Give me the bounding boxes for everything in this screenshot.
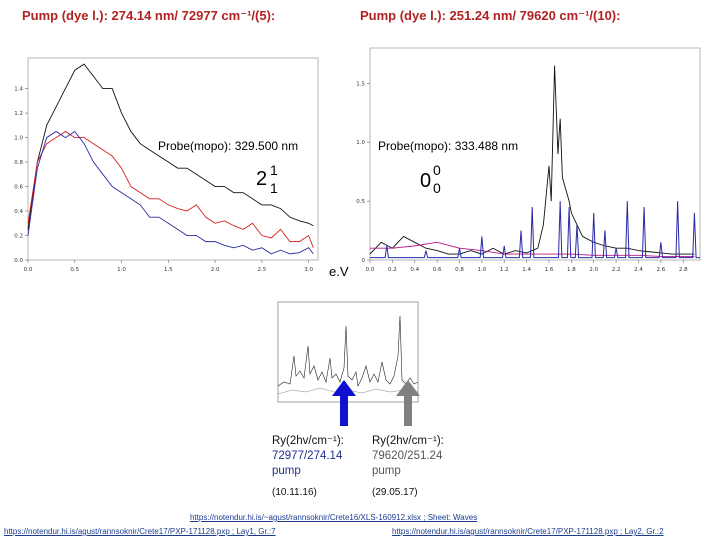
left-caption: Ry(2hv/cm⁻¹): 72977/274.14 pump (10.11.1… [272,434,367,500]
right-x-tick-label: 2.4 [634,267,643,273]
source-link-bottom-right[interactable]: https://notendur.hi.is/agust/rannsoknir/… [392,527,664,536]
right-x-tick-label: 0.6 [433,267,442,273]
right-y-tick-label: 0 [362,258,366,264]
left-plot-frame [27,57,319,261]
right-x-tick-label: 2.8 [679,267,688,273]
blue-arrow [332,380,356,426]
right-y-tick-label: 1.0 [356,140,365,146]
left-state-main: 2 [256,168,268,190]
left-x-tick-label: 3.0 [304,267,313,273]
thumbnail-trace-black [277,315,419,387]
left-caption-text: Ry(2hv/cm⁻¹): [272,435,344,447]
right-caption-text: Ry(2hv/cm⁻¹): [372,435,444,447]
right-x-tick-label: 1.2 [500,267,509,273]
left-x-tick-label: 2.0 [211,267,220,273]
left-caption-date: (10.11.16) [272,487,317,498]
left-probe-label: Probe(mopo): 329.500 nm [158,139,299,153]
left-y-tick-label: 1.4 [14,87,23,93]
right-x-tick-label: 2.2 [612,267,621,273]
right-caption-pump: pump [372,465,401,477]
right-x-tick-label: 1.4 [522,267,531,273]
right-state-sup: 0 [433,162,441,178]
right-x-tick-label: 1.0 [477,267,486,273]
left-spectrum-chart: 0.0 0.5 1.0 1.5 2.0 2.5 3.0 0.0 0.2 0.4 0.6 0.8 1.0 1… [14,57,319,273]
right-plot-title: Pump (dye l.): 251.24 nm/ 79620 cm⁻¹/(10… [360,8,621,23]
left-state-sup: 1 [270,162,278,178]
left-x-tick-label: 0.0 [24,267,33,273]
source-link-top[interactable]: https://notendur.hi.is/~agust/rannsoknir… [190,513,478,522]
right-x-tick-label: 2.6 [656,267,665,273]
left-series-black [27,63,314,230]
blue-arrow-shape [332,380,356,426]
right-x-tick-label: 0.2 [388,267,397,273]
left-caption-value: 72977/274.14 [272,450,343,462]
source-link-bottom-left[interactable]: https://notendur.hi.is/agust/rannsoknir/… [4,527,276,536]
left-y-tick-label: 0.0 [14,258,23,264]
right-x-tick-label: 2.0 [589,267,598,273]
left-y-tick-label: 1.0 [14,136,23,142]
gray-arrow-shape [396,380,420,426]
left-state-sub: 1 [270,180,278,196]
right-caption-date: (29.05.17) [372,487,418,498]
left-y-tick-label: 1.2 [14,111,23,117]
left-series-blue [27,130,314,255]
energy-unit-label: e.V [329,264,349,279]
left-x-tick-label: 2.5 [257,267,266,273]
left-y-tick-label: 0.8 [14,160,23,166]
right-caption-value: 79620/251.24 [372,450,443,462]
right-x-tick-label: 0.8 [455,267,464,273]
left-plot-title: Pump (dye l.): 274.14 nm/ 72977 cm⁻¹/(5)… [22,8,276,23]
right-probe-label: Probe(mopo): 333.488 nm [378,139,519,153]
right-x-tick-label: 1.8 [567,267,576,273]
left-x-tick-label: 0.5 [70,267,79,273]
left-y-tick-label: 0.4 [14,209,23,215]
right-series-magenta [370,241,695,257]
right-x-tick-label: 1.6 [545,267,554,273]
left-y-tick-label: 0.6 [14,185,23,191]
right-series-blue [370,201,700,259]
right-x-tick-label: 0.0 [366,267,375,273]
left-x-tick-label: 1.0 [117,267,126,273]
right-caption: Ry(2hv/cm⁻¹): 79620/251.24 pump (29.05.1… [372,434,472,500]
left-series-red [27,130,314,248]
right-plot-frame [369,47,701,261]
right-state-label: 0 0 0 [420,162,460,206]
right-spectrum-chart: 0.0 0.2 0.4 0.6 0.8 1.0 1.2 1.4 1.6 1.8 2.0 2.2 2.4 2… [356,47,701,273]
left-state-label: 2 1 1 [256,162,296,202]
right-x-tick-label: 0.4 [410,267,419,273]
right-y-tick-label: 1.5 [356,81,365,87]
right-state-sub: 0 [433,180,441,196]
left-x-tick-label: 1.5 [164,267,173,273]
right-state-main: 0 [420,170,432,192]
gray-arrow [396,380,420,426]
left-caption-pump: pump [272,465,301,477]
right-y-tick-label: 0.5 [356,199,365,205]
left-y-tick-label: 0.2 [14,234,23,240]
